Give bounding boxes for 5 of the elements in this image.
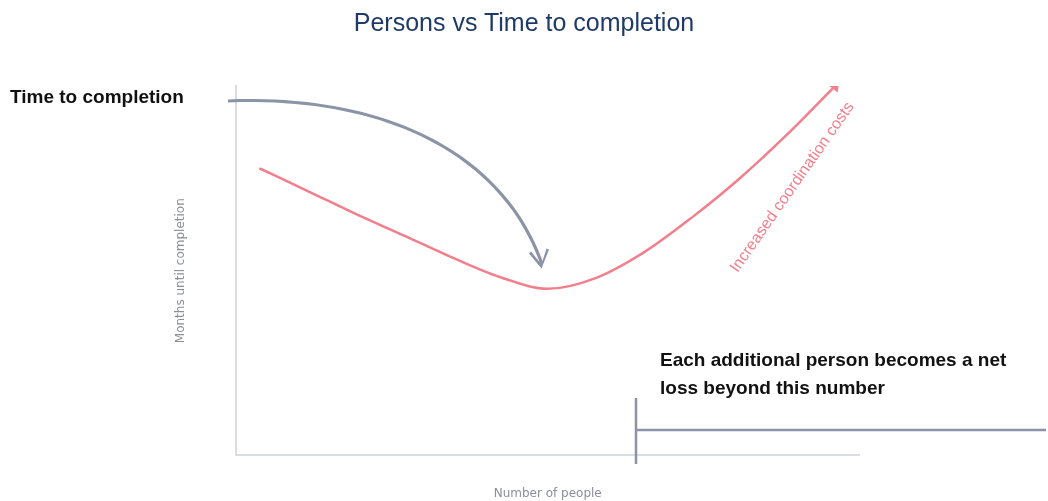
text: Time to completion [10,86,184,108]
y-axis-title: Months until completion [173,198,188,344]
x-axis-title: Number of people [493,485,602,500]
chart-title: Persons vs Time to completion [352,8,696,37]
annotation: Each additional person becomes a net loss beyond this number [660,348,1008,400]
